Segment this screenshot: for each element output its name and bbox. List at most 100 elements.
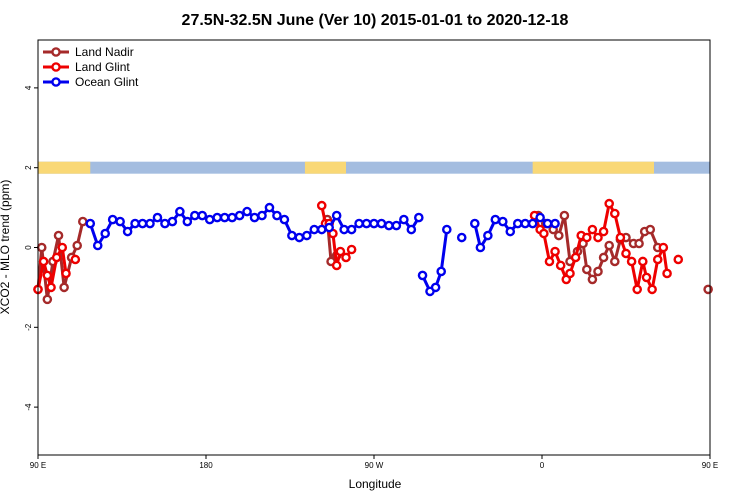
point-ocean-glint-0-31 — [316, 224, 327, 235]
x-tick-label-2: 90 W — [365, 461, 384, 470]
land-strip-0 — [38, 161, 91, 174]
point-land-glint-3-7 — [565, 268, 575, 279]
point-land-glint-3-16 — [615, 232, 626, 243]
point-land-glint-3-18 — [626, 256, 637, 267]
point-land-glint-2-4 — [331, 260, 342, 271]
point-land-nadir-2-8 — [582, 264, 592, 275]
point-ocean-glint-1-3 — [436, 266, 447, 277]
point-land-glint-0-6 — [61, 268, 71, 279]
point-ocean-glint-3-3 — [490, 214, 501, 225]
point-land-glint-3-23 — [652, 254, 663, 265]
point-ocean-glint-0-9 — [152, 212, 163, 223]
point-ocean-glint-0-41 — [391, 220, 402, 231]
point-ocean-glint-1-4 — [441, 224, 452, 235]
series-layer — [33, 198, 713, 305]
point-land-glint-3-3 — [544, 256, 555, 267]
series-line-ocean-glint-1 — [421, 229, 449, 293]
point-land-nadir-2-12 — [604, 240, 615, 251]
point-ocean-glint-1-0 — [417, 270, 428, 281]
point-ocean-glint-2-0 — [456, 232, 467, 243]
point-land-glint-3-20 — [638, 256, 648, 267]
x-axis-label: Longitude — [349, 477, 402, 491]
point-land-nadir-0-5 — [59, 282, 69, 293]
point-land-nadir-2-4 — [559, 210, 570, 221]
land-ocean-strip — [38, 161, 710, 174]
x-axis: 90 E 180 90 W 0 90 E — [30, 455, 718, 470]
point-land-glint-0-3 — [46, 282, 56, 293]
point-land-nadir-2-19 — [645, 224, 656, 235]
y-tick-label-0: -4 — [24, 403, 33, 411]
point-land-glint-3-4 — [550, 246, 560, 257]
point-land-glint-3-13 — [598, 226, 609, 237]
point-ocean-glint-0-20 — [234, 210, 245, 221]
point-ocean-glint-0-22 — [249, 212, 260, 223]
point-land-glint-2-0 — [316, 200, 327, 211]
point-land-nadir-2-10 — [593, 266, 603, 277]
land-strip-1 — [304, 161, 346, 174]
point-ocean-glint-0-34 — [339, 224, 349, 235]
point-ocean-glint-0-11 — [167, 216, 178, 227]
point-ocean-glint-0-4 — [115, 216, 125, 227]
point-ocean-glint-0-13 — [182, 216, 193, 227]
point-land-glint-3-24 — [658, 242, 669, 253]
point-land-glint-1-0 — [70, 254, 81, 265]
x-tick-label-1: 180 — [199, 461, 213, 470]
point-ocean-glint-0-29 — [301, 230, 312, 241]
point-ocean-glint-0-1 — [92, 240, 103, 251]
point-ocean-glint-3-10 — [542, 218, 553, 229]
x-tick-label-0: 90 E — [30, 461, 46, 470]
point-ocean-glint-0-35 — [346, 224, 357, 235]
point-land-glint-3-15 — [610, 208, 620, 219]
point-ocean-glint-0-39 — [376, 218, 387, 229]
point-land-glint-0-4 — [51, 252, 62, 263]
point-ocean-glint-3-4 — [497, 216, 508, 227]
legend-marker-land-glint — [51, 62, 61, 72]
point-ocean-glint-3-8 — [527, 218, 538, 229]
point-ocean-glint-1-2 — [430, 282, 441, 293]
point-ocean-glint-0-38 — [369, 218, 379, 229]
point-ocean-glint-0-7 — [137, 218, 148, 229]
point-land-glint-2-6 — [341, 252, 351, 263]
point-land-glint-3-14 — [604, 198, 615, 209]
chart-title: 27.5N-32.5N June (Ver 10) 2015-01-01 to … — [182, 12, 569, 29]
point-ocean-glint-0-23 — [257, 210, 267, 221]
point-ocean-glint-0-37 — [361, 218, 372, 229]
legend-item-land-glint: Land Glint — [43, 60, 130, 74]
point-land-nadir-0-4 — [53, 230, 64, 241]
point-ocean-glint-0-8 — [145, 218, 155, 229]
point-ocean-glint-3-11 — [550, 218, 560, 229]
point-ocean-glint-0-2 — [100, 228, 110, 239]
land-strip-2 — [532, 161, 654, 174]
point-ocean-glint-0-17 — [212, 212, 222, 223]
y-axis: -4 -2 0 2 4 — [24, 85, 38, 411]
point-land-glint-3-21 — [641, 272, 652, 283]
point-ocean-glint-3-5 — [505, 226, 516, 237]
point-ocean-glint-0-40 — [384, 220, 394, 231]
point-ocean-glint-3-9 — [535, 212, 545, 223]
legend-label-land-glint: Land Glint — [75, 60, 130, 74]
point-land-glint-3-22 — [647, 284, 657, 295]
point-ocean-glint-0-10 — [160, 218, 170, 229]
point-land-glint-0-5 — [57, 242, 68, 253]
point-land-nadir-3-0 — [703, 284, 713, 295]
x-tick-label-4: 90 E — [702, 461, 718, 470]
point-land-glint-3-17 — [621, 248, 631, 259]
y-tick-label-1: -2 — [24, 323, 33, 331]
point-land-nadir-0-7 — [72, 240, 82, 251]
point-ocean-glint-0-12 — [175, 206, 185, 217]
point-ocean-glint-0-26 — [279, 214, 290, 225]
point-ocean-glint-0-33 — [331, 210, 342, 221]
legend-item-ocean-glint: Ocean Glint — [43, 75, 139, 89]
legend-marker-ocean-glint — [51, 77, 61, 87]
point-land-glint-3-8 — [570, 252, 581, 263]
legend-label-ocean-glint: Ocean Glint — [75, 75, 139, 89]
point-ocean-glint-3-1 — [475, 242, 486, 253]
point-land-glint-3-11 — [587, 224, 598, 235]
point-land-glint-0-2 — [42, 270, 53, 281]
point-ocean-glint-0-24 — [264, 202, 275, 213]
point-ocean-glint-0-3 — [107, 214, 118, 225]
point-ocean-glint-0-30 — [309, 224, 320, 235]
legend-marker-land-nadir — [51, 47, 61, 57]
